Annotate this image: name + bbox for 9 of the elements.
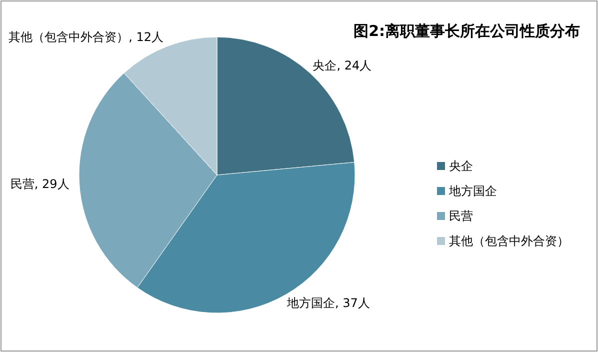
chart-title: 图2:离职董事长所在公司性质分布 xyxy=(354,22,580,40)
data-label: 其他（包含中外合资）, 12人 xyxy=(8,30,164,44)
data-label: 民营, 29人 xyxy=(10,177,70,192)
legend-label: 央企 xyxy=(449,159,473,173)
legend-label: 其他（包含中外合资） xyxy=(449,234,569,248)
data-label: 央企, 24人 xyxy=(312,58,372,73)
data-label: 地方国企, 37人 xyxy=(286,296,370,310)
legend-label: 民营 xyxy=(449,209,473,223)
legend-label: 地方国企 xyxy=(448,184,497,198)
